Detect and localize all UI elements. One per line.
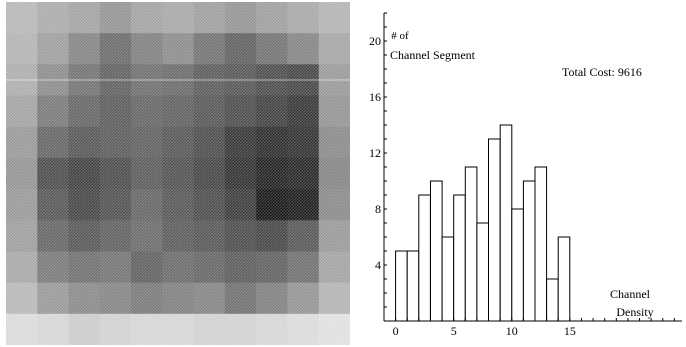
x-tick-label: 0 bbox=[393, 324, 399, 338]
histogram-bar bbox=[406, 250, 420, 322]
y-tick-label: 20 bbox=[369, 34, 381, 48]
x-tick-label: 15 bbox=[564, 324, 576, 338]
histogram-bar bbox=[430, 180, 443, 322]
histogram-bar bbox=[418, 194, 431, 322]
x-tick-label: 10 bbox=[506, 324, 518, 338]
heatmap-texture bbox=[6, 2, 350, 345]
histogram-bar bbox=[522, 180, 536, 322]
histogram-bar bbox=[441, 236, 455, 322]
histogram-bar bbox=[557, 236, 571, 322]
x-axis-label-line1: Channel bbox=[610, 287, 651, 301]
histogram-bar bbox=[499, 124, 513, 322]
x-tick-label: 5 bbox=[451, 324, 457, 338]
channel-density-heatmap bbox=[6, 2, 350, 345]
y-tick-label: 12 bbox=[369, 146, 381, 160]
histogram-bar bbox=[534, 166, 548, 322]
y-axis-label-line2: Channel Segment bbox=[390, 48, 476, 62]
histogram-bar bbox=[395, 250, 408, 322]
x-axis-label-line2: Density bbox=[616, 305, 653, 319]
histogram-bar bbox=[453, 194, 466, 322]
y-tick-label: 4 bbox=[375, 258, 381, 272]
histogram-bar bbox=[546, 278, 559, 322]
y-tick-label: 8 bbox=[375, 202, 381, 216]
y-tick-label: 16 bbox=[369, 90, 381, 104]
histogram-bar bbox=[488, 138, 501, 322]
total-cost-annotation: Total Cost: 9616 bbox=[562, 65, 642, 79]
channel-density-histogram: 4 8 12 16 20 0 5 10 15 # of Channel Segment Tota… bbox=[369, 12, 682, 338]
histogram-bar bbox=[464, 166, 478, 322]
histogram-bar bbox=[476, 222, 490, 322]
y-axis-label-line1: # of bbox=[391, 30, 409, 42]
histogram-bar bbox=[511, 208, 524, 322]
